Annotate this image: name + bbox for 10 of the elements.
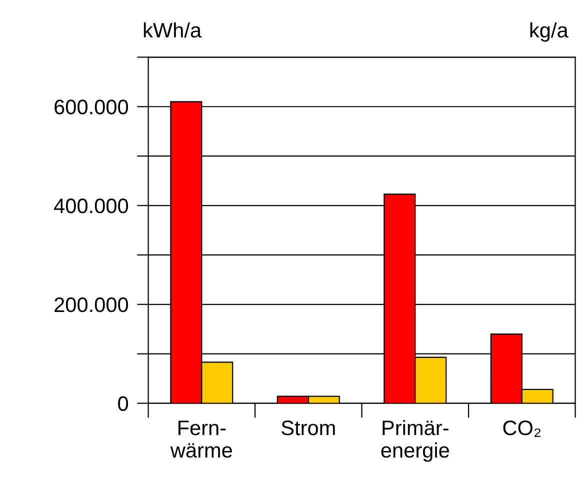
x-tick-label: Fern- wärme (170, 420, 232, 458)
y-tick-label: 400.000 (54, 198, 128, 214)
y-axis-title: kWh/a (144, 22, 202, 38)
y-tick-label: 200.000 (54, 297, 128, 312)
x-tick-label: Primär- energie (381, 420, 449, 462)
x-tick-label: Strom (282, 420, 335, 436)
y2-axis-title: kg/a (530, 22, 568, 42)
y-tick-label: 0 (118, 396, 128, 412)
x-tick-label: CO₂ (503, 420, 541, 437)
y-tick-label: 600.000 (54, 100, 128, 114)
